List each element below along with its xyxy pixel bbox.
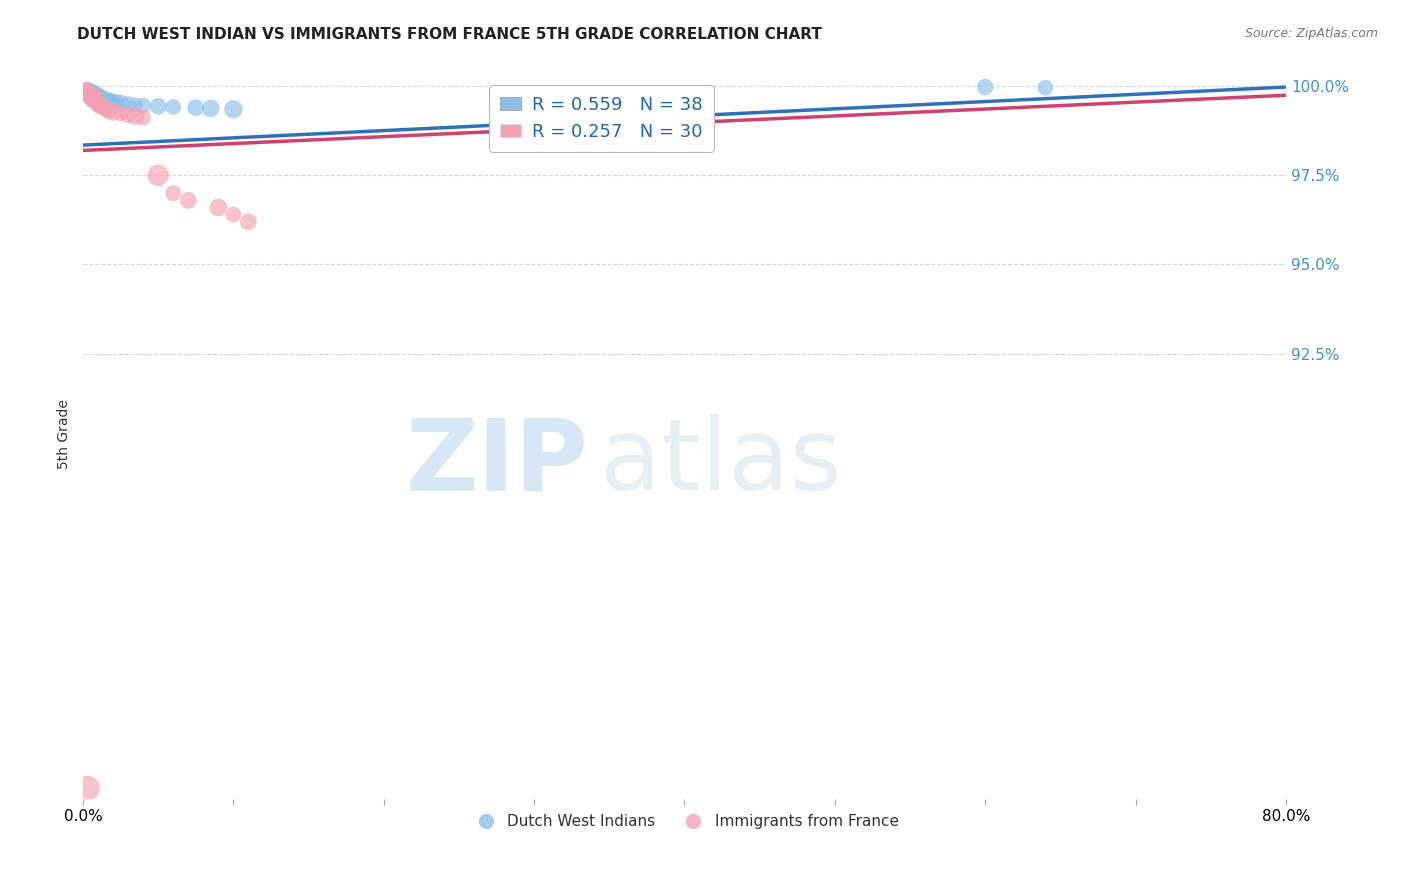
Point	[83, 87, 105, 102]
Point	[177, 194, 200, 208]
Point	[974, 80, 997, 95]
Point	[146, 99, 169, 113]
Point	[93, 92, 115, 106]
Point	[94, 93, 117, 107]
Point	[77, 85, 100, 99]
Point	[76, 84, 98, 98]
Point	[75, 83, 97, 97]
Point	[75, 85, 97, 99]
Point	[90, 99, 112, 113]
Point	[84, 94, 107, 108]
Point	[77, 87, 100, 102]
Point	[80, 91, 103, 105]
Point	[76, 87, 98, 101]
Point	[84, 90, 107, 104]
Point	[98, 95, 121, 109]
Point	[83, 91, 105, 105]
Point	[76, 87, 98, 102]
Point	[117, 97, 139, 112]
Legend: Dutch West Indians, Immigrants from France: Dutch West Indians, Immigrants from Fran…	[464, 808, 905, 835]
Text: DUTCH WEST INDIAN VS IMMIGRANTS FROM FRANCE 5TH GRADE CORRELATION CHART: DUTCH WEST INDIAN VS IMMIGRANTS FROM FRA…	[77, 27, 823, 42]
Point	[200, 102, 222, 116]
Point	[76, 83, 98, 97]
Text: atlas: atlas	[600, 415, 842, 511]
Point	[87, 89, 110, 103]
Point	[89, 90, 111, 104]
Y-axis label: 5th Grade: 5th Grade	[58, 399, 72, 468]
Point	[75, 87, 97, 101]
Point	[84, 87, 107, 102]
Point	[146, 169, 169, 183]
Point	[94, 102, 117, 116]
Point	[110, 106, 132, 120]
Point	[79, 89, 101, 103]
Point	[222, 208, 245, 222]
Point	[77, 88, 100, 103]
Point	[101, 105, 124, 120]
Point	[91, 101, 114, 115]
Point	[110, 96, 132, 111]
Point	[80, 87, 103, 101]
Point	[162, 100, 184, 114]
Point	[79, 86, 101, 100]
Point	[132, 111, 155, 125]
Point	[87, 96, 110, 111]
Point	[222, 102, 245, 116]
Point	[96, 94, 118, 108]
Point	[86, 92, 108, 106]
Point	[86, 88, 108, 103]
Point	[79, 89, 101, 103]
Point	[73, 84, 96, 98]
Point	[132, 98, 155, 112]
Text: ZIP: ZIP	[405, 415, 588, 511]
Text: Source: ZipAtlas.com: Source: ZipAtlas.com	[1244, 27, 1378, 40]
Point	[105, 95, 128, 110]
Point	[184, 101, 207, 115]
Point	[84, 91, 107, 105]
Point	[162, 186, 184, 201]
Point	[90, 91, 112, 105]
Point	[91, 91, 114, 105]
Point	[97, 103, 120, 118]
Point	[207, 201, 229, 215]
Point	[76, 781, 98, 796]
Point	[124, 98, 146, 112]
Point	[83, 92, 105, 106]
Point	[73, 85, 96, 99]
Point	[86, 95, 108, 109]
Point	[124, 109, 146, 123]
Point	[80, 87, 103, 102]
Point	[80, 90, 103, 104]
Point	[89, 98, 111, 112]
Point	[117, 108, 139, 122]
Point	[238, 215, 260, 229]
Point	[1035, 80, 1057, 95]
Point	[101, 95, 124, 109]
